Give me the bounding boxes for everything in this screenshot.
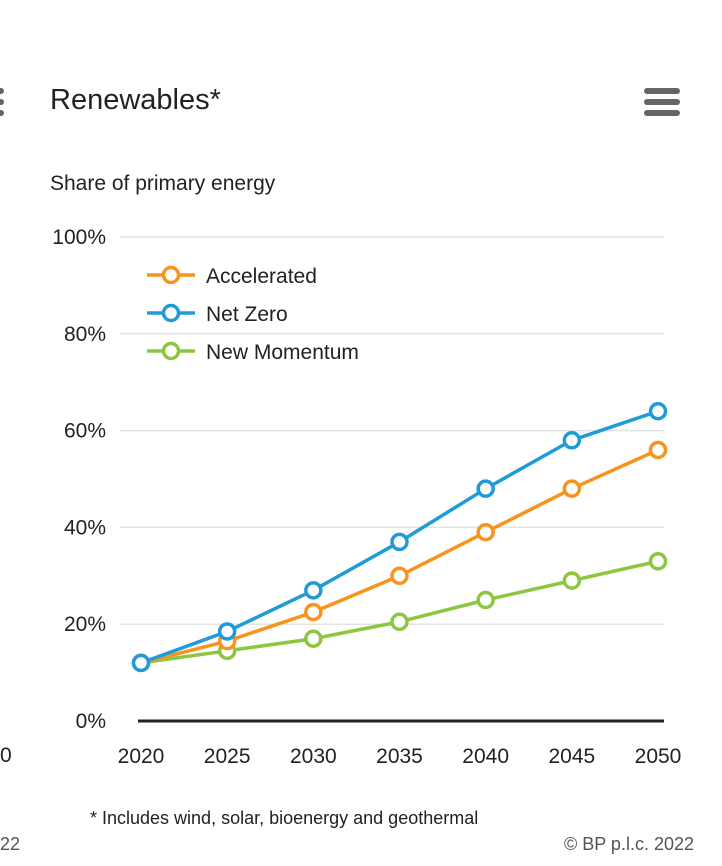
x-tick-label: 2040	[462, 745, 509, 768]
legend: Accelerated Net Zero New Momentum	[147, 265, 359, 364]
left-menu-icon[interactable]	[0, 88, 6, 118]
x-tick-label: 2030	[290, 745, 337, 768]
y-tick-label: 20%	[64, 613, 106, 636]
data-point[interactable]	[648, 552, 668, 571]
data-point[interactable]	[131, 653, 151, 673]
cropped-footer-text: 22	[0, 834, 21, 854]
x-tick-label: 2050	[635, 745, 682, 768]
data-point[interactable]	[390, 612, 409, 632]
x-tick-label: 2045	[548, 745, 595, 768]
legend-swatch-marker	[161, 303, 181, 323]
legend-label: Accelerated	[206, 265, 317, 288]
data-point[interactable]	[562, 479, 582, 498]
data-point[interactable]	[390, 566, 409, 586]
x-tick-label: 2035	[376, 745, 423, 768]
grid-lines	[120, 236, 664, 625]
legend-swatch-marker	[161, 265, 181, 285]
data-point[interactable]	[476, 590, 495, 610]
y-tick-label: 60%	[64, 420, 106, 443]
y-tick-label: 80%	[64, 323, 106, 346]
legend-item[interactable]: Net Zero	[147, 303, 288, 326]
data-point[interactable]	[304, 629, 323, 648]
series-group	[131, 401, 668, 673]
chart-title: Renewables*	[50, 84, 221, 116]
data-point[interactable]	[217, 622, 237, 641]
data-point[interactable]	[648, 440, 668, 460]
data-point[interactable]	[562, 571, 582, 590]
data-point[interactable]	[304, 602, 323, 622]
data-point[interactable]	[562, 431, 582, 450]
legend-swatch-marker	[161, 341, 181, 361]
data-point[interactable]	[476, 522, 495, 542]
legend-label: Net Zero	[206, 303, 288, 326]
data-point[interactable]	[304, 581, 323, 600]
chart-subtitle: Share of primary energy	[50, 172, 276, 195]
cropped-axis-label: 0	[0, 744, 12, 767]
data-point[interactable]	[648, 401, 668, 421]
legend-item[interactable]: New Momentum	[147, 341, 359, 364]
y-tick-label: 40%	[64, 516, 106, 539]
y-axis-ticks: 0% 20% 40% 60% 80% 100%	[52, 226, 106, 733]
y-tick-label: 100%	[52, 226, 106, 249]
footnote: * Includes wind, solar, bioenergy and ge…	[90, 808, 479, 828]
x-tick-label: 2025	[204, 745, 251, 768]
x-axis-ticks: 2020 2025 2030 2035 2040 2045 2050	[118, 745, 682, 768]
y-tick-label: 0%	[76, 710, 106, 733]
data-point[interactable]	[476, 479, 495, 498]
legend-label: New Momentum	[206, 341, 359, 364]
hamburger-icon[interactable]	[644, 88, 680, 118]
x-tick-label: 2020	[118, 745, 165, 768]
data-point[interactable]	[390, 532, 409, 552]
copyright: © BP p.l.c. 2022	[563, 834, 694, 854]
legend-item[interactable]: Accelerated	[147, 265, 317, 288]
